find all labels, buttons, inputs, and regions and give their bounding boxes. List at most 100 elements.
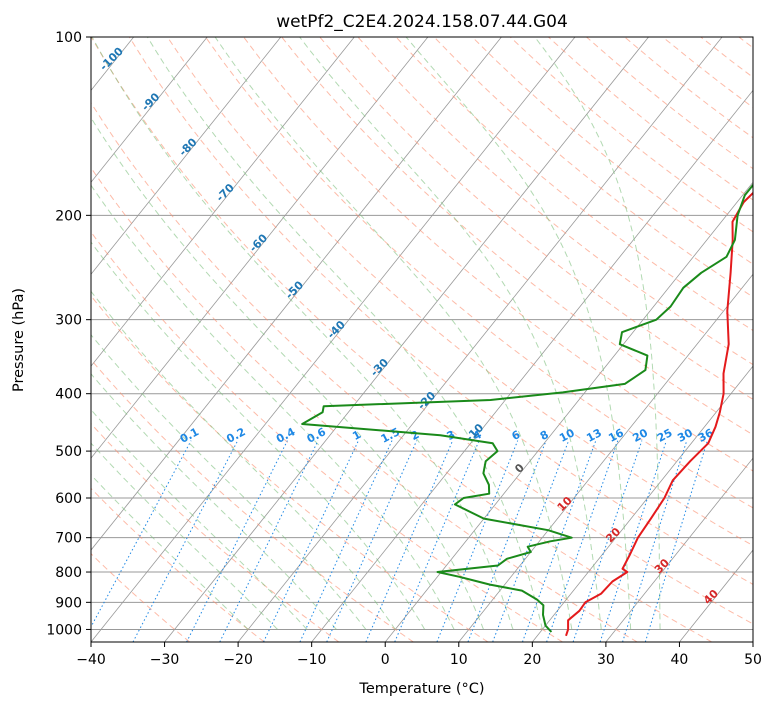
mixing-ratio-label: 0.2 xyxy=(224,425,247,446)
mixing-ratio-line xyxy=(644,440,708,642)
mixing-ratio-label: 30 xyxy=(675,426,695,445)
mixing-ratio-line xyxy=(132,440,239,642)
mixing-ratio-label: 1 xyxy=(350,428,363,443)
x-tick-label: −40 xyxy=(76,652,106,668)
y-tick-label: 800 xyxy=(55,565,82,581)
dry-adiabat-line xyxy=(91,358,414,642)
dry-adiabat-line xyxy=(91,553,191,642)
moist-adiabat-line xyxy=(91,442,278,630)
mixing-ratio-label: 13 xyxy=(584,426,604,445)
dry-adiabat-line xyxy=(205,37,753,509)
dry-adiabat-label: -30 xyxy=(368,356,391,379)
x-tick-label: 20 xyxy=(523,652,541,668)
x-tick-label: 10 xyxy=(450,652,468,668)
moist-adiabat-line xyxy=(91,116,484,630)
x-tick-label: 40 xyxy=(671,652,689,668)
mixing-ratio-label: 10 xyxy=(557,426,577,445)
y-tick-label: 600 xyxy=(55,491,82,507)
dry-adiabat-line xyxy=(91,423,340,642)
isotherm-line xyxy=(164,37,649,642)
y-tick-label: 400 xyxy=(55,387,82,403)
mixing-ratio-label: 8 xyxy=(538,428,551,443)
moist-adiabat-line xyxy=(91,373,337,630)
dry-adiabat-label: -80 xyxy=(176,135,199,158)
dry-adiabat-label: -70 xyxy=(214,181,237,204)
mixing-ratio-line xyxy=(622,440,688,642)
temperature-profile xyxy=(565,191,753,637)
mixing-ratio-line xyxy=(326,440,418,642)
dry-adiabat-line xyxy=(91,166,638,642)
mixing-ratio-label: 0.6 xyxy=(305,425,329,446)
isotherm-line xyxy=(679,549,753,642)
x-axis-label: Temperature (°C) xyxy=(358,681,484,697)
moist-adiabat-line xyxy=(146,37,543,630)
dry-adiabat-line xyxy=(91,37,753,625)
mixing-ratio-label: 1.5 xyxy=(379,425,402,446)
dry-adiabat-label: 10 xyxy=(555,494,575,514)
dry-adiabat-line xyxy=(738,37,753,49)
dry-adiabat-line xyxy=(586,37,753,170)
isotherm-line xyxy=(91,37,282,275)
y-tick-label: 500 xyxy=(55,444,82,460)
mixing-ratio-line xyxy=(572,440,643,642)
dry-adiabat-line xyxy=(319,37,753,400)
x-tick-label: −10 xyxy=(297,652,327,668)
dry-adiabat-line xyxy=(700,37,753,78)
x-tick-label: −30 xyxy=(150,652,180,668)
mixing-ratio-label: 25 xyxy=(655,426,675,445)
background-lines xyxy=(91,37,753,642)
dry-adiabat-line xyxy=(395,37,753,332)
x-axis: −40 −30 −20 −10 0 10 20 30 40 50 xyxy=(76,642,762,668)
mixing-ratio-label: 0.4 xyxy=(274,425,298,446)
moist-adiabat-line xyxy=(299,37,602,630)
mixing-ratio-label: 16 xyxy=(606,426,626,445)
mixing-ratio-label: 2 xyxy=(409,428,422,443)
moist-adiabat-line xyxy=(91,241,426,630)
dry-adiabat-label: 0 xyxy=(512,461,527,476)
mixing-ratio-label: 20 xyxy=(630,426,650,445)
moist-adiabat-line xyxy=(91,290,396,630)
dry-adiabat-line xyxy=(91,295,489,642)
dry-adiabat-label: -60 xyxy=(247,231,270,254)
isotherm-line xyxy=(91,37,429,459)
dry-adiabat-line xyxy=(128,37,753,585)
isotherm-line xyxy=(237,37,723,642)
x-tick-label: 0 xyxy=(381,652,390,668)
dry-adiabat-label: 20 xyxy=(603,525,623,545)
moist-adiabat-line xyxy=(91,37,514,630)
chart-title: wetPf2_C2E4.2024.158.07.44.G04 xyxy=(276,12,568,32)
isotherm-line xyxy=(91,37,355,367)
dry-adiabat-label: 40 xyxy=(701,587,721,607)
dry-adiabat-line xyxy=(662,37,753,109)
isotherm-line xyxy=(311,89,753,642)
mixing-ratio-line xyxy=(186,440,288,642)
isotherm-line xyxy=(91,37,576,642)
mixing-ratio-line xyxy=(263,440,359,642)
dry-adiabat-line xyxy=(548,37,753,201)
isotherm-line xyxy=(532,365,753,642)
mixing-ratio-line xyxy=(91,440,192,628)
isotherm-line xyxy=(91,37,208,183)
y-tick-label: 200 xyxy=(55,208,82,224)
mixing-ratio-line xyxy=(599,440,667,642)
plot-frame xyxy=(90,36,754,643)
mixing-ratio-line xyxy=(219,440,319,642)
dewpoint-profile xyxy=(301,183,753,633)
mixing-ratio-line xyxy=(546,440,619,642)
dry-adiabat-line xyxy=(166,37,753,547)
dry-adiabat-line xyxy=(509,37,753,233)
y-tick-label: 1000 xyxy=(46,622,82,638)
dry-adiabat-line xyxy=(91,231,563,642)
dry-adiabat-label: -90 xyxy=(139,90,162,113)
mixing-ratio-line xyxy=(365,440,454,642)
y-axis: 100 200 300 400 500 600 700 800 900 1000 xyxy=(46,30,91,638)
dry-adiabat-line xyxy=(91,487,265,642)
moist-adiabat-line xyxy=(91,474,249,630)
y-tick-label: 900 xyxy=(55,595,82,611)
moist-adiabat-line xyxy=(214,37,573,630)
dry-adiabat-line xyxy=(357,37,753,366)
mixing-ratio-line xyxy=(394,440,480,642)
moist-adiabat-line xyxy=(405,37,632,630)
dry-adiabat-label: -50 xyxy=(283,278,306,301)
